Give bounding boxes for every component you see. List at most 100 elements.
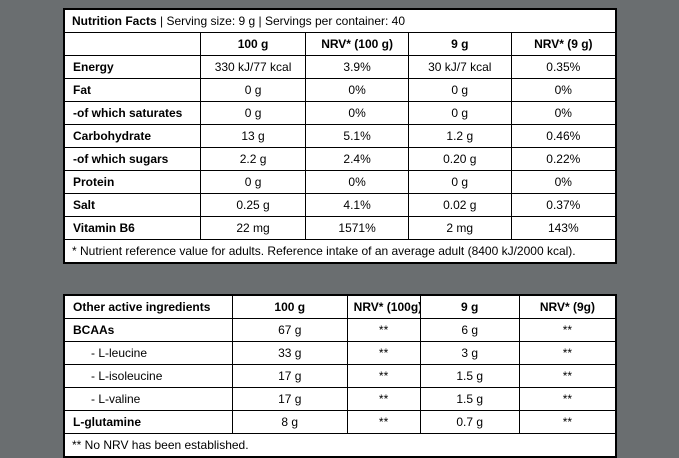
cell-value: 0 g <box>407 170 512 194</box>
table-row: -of which saturates 0 g 0% 0 g 0% <box>63 101 617 125</box>
cell-value: ** <box>518 341 617 365</box>
cell-value: 0.7 g <box>419 410 520 434</box>
cell-value: ** <box>518 410 617 434</box>
nutrition-header-nrv9: NRV* (9 g) <box>510 32 617 56</box>
cell-value: 17 g <box>231 387 348 411</box>
table-row: Carbohydrate 13 g 5.1% 1.2 g 0.46% <box>63 124 617 148</box>
cell-value: 0 g <box>407 101 512 125</box>
cell-value: 2.2 g <box>199 147 307 171</box>
cell-value: 13 g <box>199 124 307 148</box>
nutrition-title-row: Nutrition Facts | Serving size: 9 g | Se… <box>63 8 617 33</box>
cell-value: 0.25 g <box>199 193 307 217</box>
cell-value: 1571% <box>305 216 409 240</box>
row-label: Vitamin B6 <box>63 216 201 240</box>
cell-value: 0 g <box>407 78 512 102</box>
nutrition-footnote: * Nutrient reference value for adults. R… <box>63 239 617 264</box>
row-label: Salt <box>63 193 201 217</box>
row-label: - L-valine <box>63 387 233 411</box>
table-row: - L-valine 17 g ** 1.5 g ** <box>63 387 617 411</box>
cell-value: 1.2 g <box>407 124 512 148</box>
cell-value: ** <box>346 364 421 388</box>
row-label: Protein <box>63 170 201 194</box>
nutrition-facts-table: Nutrition Facts | Serving size: 9 g | Se… <box>63 8 617 264</box>
table-row: Salt 0.25 g 4.1% 0.02 g 0.37% <box>63 193 617 217</box>
table-row: L-glutamine 8 g ** 0.7 g ** <box>63 410 617 434</box>
cell-value: 0.02 g <box>407 193 512 217</box>
cell-value: ** <box>346 341 421 365</box>
table-row: BCAAs 67 g ** 6 g ** <box>63 318 617 342</box>
row-label: BCAAs <box>63 318 233 342</box>
ingredients-header-9g: 9 g <box>419 294 520 319</box>
cell-value: 4.1% <box>305 193 409 217</box>
cell-value: 67 g <box>231 318 348 342</box>
cell-value: 2.4% <box>305 147 409 171</box>
row-label: Carbohydrate <box>63 124 201 148</box>
cell-value: 0.20 g <box>407 147 512 171</box>
cell-value: 3.9% <box>305 55 409 79</box>
cell-value: 22 mg <box>199 216 307 240</box>
ingredients-header-100g: 100 g <box>231 294 348 319</box>
ingredients-header-nrv9: NRV* (9g) <box>518 294 617 319</box>
ingredients-header-row: Other active ingredients 100 g NRV* (100… <box>63 294 617 319</box>
cell-value: ** <box>346 318 421 342</box>
nutrition-header-100g: 100 g <box>199 32 307 56</box>
table-row: Energy 330 kJ/77 kcal 3.9% 30 kJ/7 kcal … <box>63 55 617 79</box>
table-row: Protein 0 g 0% 0 g 0% <box>63 170 617 194</box>
cell-value: 0.37% <box>510 193 617 217</box>
cell-value: ** <box>346 387 421 411</box>
cell-value: ** <box>346 410 421 434</box>
cell-value: 0% <box>305 101 409 125</box>
cell-value: ** <box>518 364 617 388</box>
nutrition-title-bold: Nutrition Facts <box>72 14 157 28</box>
cell-value: 0% <box>510 78 617 102</box>
ingredients-header-nrv100: NRV* (100g) <box>346 294 421 319</box>
cell-value: 1.5 g <box>419 364 520 388</box>
cell-value: 1.5 g <box>419 387 520 411</box>
row-label: L-glutamine <box>63 410 233 434</box>
row-label: - L-leucine <box>63 341 233 365</box>
table-row: - L-leucine 33 g ** 3 g ** <box>63 341 617 365</box>
cell-value: 8 g <box>231 410 348 434</box>
cell-value: 0 g <box>199 101 307 125</box>
nutrition-header-empty <box>63 32 201 56</box>
row-label: Energy <box>63 55 201 79</box>
table-row: - L-isoleucine 17 g ** 1.5 g ** <box>63 364 617 388</box>
cell-value: 0% <box>305 78 409 102</box>
nutrition-header-nrv100: NRV* (100 g) <box>305 32 409 56</box>
cell-value: 0.22% <box>510 147 617 171</box>
cell-value: 0.46% <box>510 124 617 148</box>
cell-value: 3 g <box>419 341 520 365</box>
nutrition-footnote-row: * Nutrient reference value for adults. R… <box>63 239 617 264</box>
cell-value: 2 mg <box>407 216 512 240</box>
nutrition-header-9g: 9 g <box>407 32 512 56</box>
cell-value: 0% <box>510 170 617 194</box>
table-row: -of which sugars 2.2 g 2.4% 0.20 g 0.22% <box>63 147 617 171</box>
row-label: Fat <box>63 78 201 102</box>
nutrition-title-rest: | Serving size: 9 g | Servings per conta… <box>156 14 406 28</box>
cell-value: 330 kJ/77 kcal <box>199 55 307 79</box>
cell-value: 0% <box>305 170 409 194</box>
cell-value: 5.1% <box>305 124 409 148</box>
cell-value: 6 g <box>419 318 520 342</box>
cell-value: 0% <box>510 101 617 125</box>
other-ingredients-table: Other active ingredients 100 g NRV* (100… <box>63 294 617 458</box>
row-label: -of which sugars <box>63 147 201 171</box>
cell-value: 0 g <box>199 170 307 194</box>
cell-value: 0 g <box>199 78 307 102</box>
ingredients-header-label: Other active ingredients <box>63 294 233 319</box>
ingredients-footnote: ** No NRV has been established. <box>63 433 617 458</box>
row-label: -of which saturates <box>63 101 201 125</box>
row-label: - L-isoleucine <box>63 364 233 388</box>
table-row: Vitamin B6 22 mg 1571% 2 mg 143% <box>63 216 617 240</box>
cell-value: 33 g <box>231 341 348 365</box>
cell-value: 17 g <box>231 364 348 388</box>
cell-value: 0.35% <box>510 55 617 79</box>
cell-value: 143% <box>510 216 617 240</box>
cell-value: ** <box>518 318 617 342</box>
cell-value: ** <box>518 387 617 411</box>
cell-value: 30 kJ/7 kcal <box>407 55 512 79</box>
ingredients-footnote-row: ** No NRV has been established. <box>63 433 617 458</box>
table-row: Fat 0 g 0% 0 g 0% <box>63 78 617 102</box>
nutrition-title: Nutrition Facts | Serving size: 9 g | Se… <box>63 8 617 33</box>
nutrition-header-row: 100 g NRV* (100 g) 9 g NRV* (9 g) <box>63 32 617 56</box>
